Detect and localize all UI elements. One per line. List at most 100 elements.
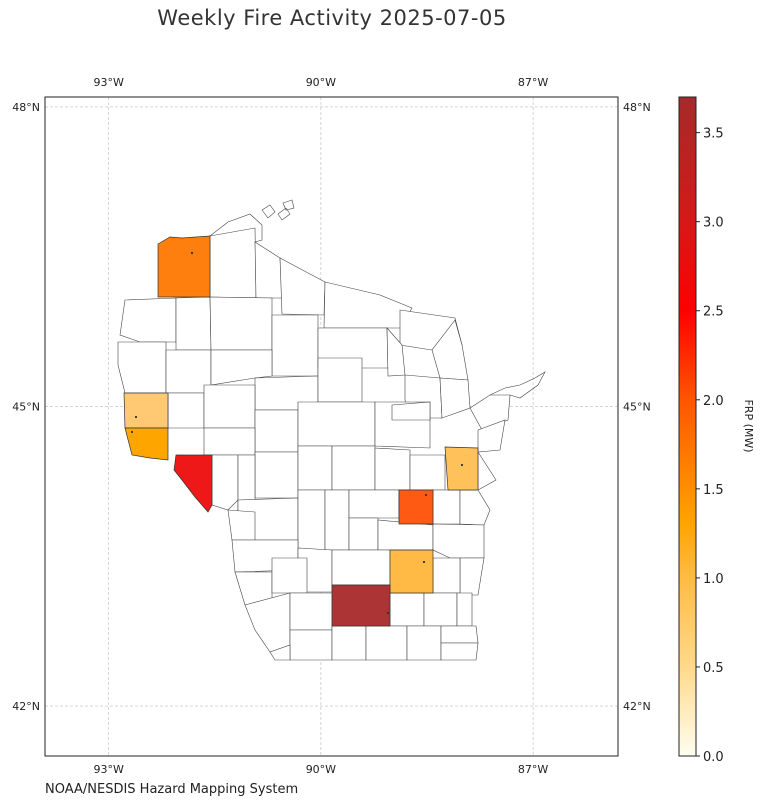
colorbar-tick-label: 2.0 <box>703 394 724 409</box>
county-fond-du-lac <box>377 519 434 551</box>
county-iowa <box>289 592 333 631</box>
lon-tick-label: 93°W <box>93 763 123 776</box>
county-bayfield <box>209 227 257 299</box>
lat-tick-label: 45°N <box>623 401 651 414</box>
lon-tick-label: 87°W <box>518 763 548 776</box>
county-brown <box>409 454 446 491</box>
county-marinette-s <box>439 377 471 419</box>
fire-point <box>424 493 428 497</box>
lon-tick-label: 90°W <box>306 763 336 776</box>
lat-tick-label: 42°N <box>623 700 651 713</box>
colorbar-tick-label: 1.0 <box>703 572 724 587</box>
county-kenosha <box>440 642 479 661</box>
lat-tick-label: 48°N <box>12 101 40 114</box>
county-la-crosse <box>227 509 256 541</box>
county-adams <box>324 489 350 551</box>
lat-tick-label: 48°N <box>623 101 651 114</box>
county-polk <box>117 341 167 394</box>
county-eau-claire <box>203 427 256 456</box>
county-rusk <box>210 349 273 386</box>
county-sheboygan <box>432 523 485 559</box>
county-dane <box>331 584 391 627</box>
county-waushara <box>348 489 400 519</box>
fire-point <box>460 463 464 467</box>
county-waukesha <box>423 592 458 627</box>
county-buffalo <box>173 454 213 513</box>
county-ashland <box>254 241 283 299</box>
county-walworth <box>406 625 442 661</box>
lon-tick-label: 93°W <box>93 76 123 89</box>
fire-point <box>422 560 426 564</box>
map-frame <box>44 96 619 757</box>
county-washington <box>432 557 461 594</box>
county-pierce <box>123 392 169 429</box>
fire-points <box>130 251 464 615</box>
colorbar-tick-label: 1.5 <box>703 483 724 498</box>
county-portage <box>331 445 376 491</box>
fire-point <box>134 415 138 419</box>
county-lincoln <box>317 357 363 403</box>
colorbar-tick-label: 0.5 <box>703 661 724 676</box>
lat-tick-label: 45°N <box>12 401 40 414</box>
county-racine <box>440 625 479 644</box>
door-peninsula <box>489 371 546 399</box>
county-lafayette <box>289 629 333 661</box>
county-rock <box>365 625 408 661</box>
county-trempealeau <box>211 454 239 511</box>
county-waupaca <box>374 447 411 491</box>
colorbar-label: FRP (MW) <box>742 399 755 452</box>
lat-ticks-right: 48°N 45°N 42°N <box>623 101 651 713</box>
colorbar-tick-label: 0.0 <box>703 750 724 765</box>
county-st-croix <box>167 392 205 429</box>
apostle-islands <box>261 199 295 221</box>
lon-tick-label: 87°W <box>518 76 548 89</box>
county-kewaunee-n <box>477 419 506 453</box>
county-calumet <box>444 446 479 491</box>
county-manitowoc <box>432 489 461 525</box>
lon-ticks-top: 93°W 90°W 87°W <box>93 76 548 89</box>
colorbar <box>678 96 697 757</box>
county-wood <box>297 445 333 491</box>
data-source: NOAA/NESDIS Hazard Mapping System <box>45 782 299 797</box>
county-vilas <box>323 281 413 329</box>
county-marathon <box>297 401 376 447</box>
lat-ticks-left: 48°N 45°N 42°N <box>12 101 40 713</box>
county-jefferson <box>389 592 425 627</box>
lat-tick-label: 42°N <box>12 700 40 713</box>
fire-counties <box>123 235 479 627</box>
county-columbia <box>331 549 391 586</box>
county-kewaunee <box>477 450 497 491</box>
county-manitowoc-e <box>459 489 491 526</box>
lon-ticks-bottom: 93°W 90°W 87°W <box>93 763 548 776</box>
county-price <box>271 314 319 377</box>
county-green <box>331 625 367 661</box>
county-washburn <box>175 296 212 351</box>
county-green-lake <box>348 517 379 551</box>
county-burnett <box>119 297 177 343</box>
county-sawyer <box>209 296 273 351</box>
county-ozaukee <box>459 557 485 596</box>
county-clark <box>254 451 299 499</box>
county-chippewa <box>254 409 299 453</box>
county-dunn <box>203 384 256 429</box>
county-pepin <box>124 427 169 461</box>
county-menominee <box>391 401 431 421</box>
county-iron <box>279 257 326 316</box>
county-dodge <box>389 549 434 594</box>
county-juneau <box>297 489 326 551</box>
colorbar-tick-label: 2.5 <box>703 305 724 320</box>
county-door <box>469 394 511 431</box>
county-outagamie <box>398 489 434 525</box>
chart-title: Weekly Fire Activity 2025-07-05 <box>157 6 507 30</box>
shoreline-north <box>209 213 263 243</box>
county-vernon-w <box>269 644 291 661</box>
county-richland <box>271 557 308 594</box>
county-milwaukee <box>456 592 473 627</box>
state-map <box>117 199 546 661</box>
colorbar-ticks: 0.0 0.5 1.0 1.5 2.0 2.5 3.0 3.5 <box>696 127 724 765</box>
fire-point <box>190 251 194 255</box>
colorbar-tick-label: 3.5 <box>703 127 724 142</box>
colorbar-tick-label: 3.0 <box>703 216 724 231</box>
fire-point <box>130 430 134 434</box>
